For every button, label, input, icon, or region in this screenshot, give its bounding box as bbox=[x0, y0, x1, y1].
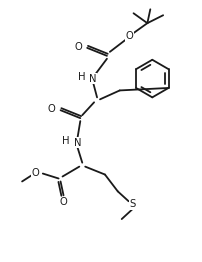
Text: N: N bbox=[74, 138, 81, 148]
Text: O: O bbox=[126, 31, 134, 41]
Text: O: O bbox=[31, 168, 39, 178]
Text: N: N bbox=[89, 74, 97, 84]
Text: H: H bbox=[78, 72, 85, 81]
Text: O: O bbox=[75, 42, 82, 52]
Text: O: O bbox=[48, 104, 56, 114]
Text: S: S bbox=[129, 199, 136, 209]
Text: O: O bbox=[60, 197, 67, 207]
Text: H: H bbox=[62, 136, 69, 146]
